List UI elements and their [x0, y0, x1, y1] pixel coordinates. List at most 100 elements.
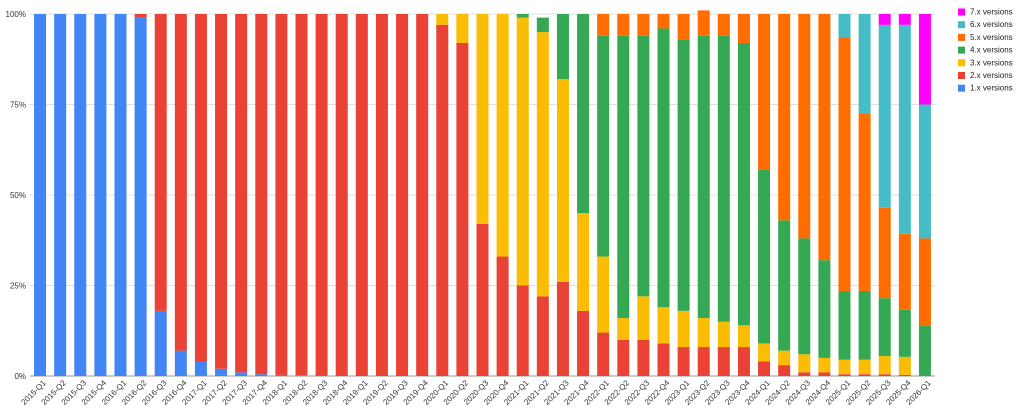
legend-item[interactable]: 6.x versions: [958, 20, 1013, 29]
bar-segment: [898, 14, 911, 25]
bar-segment: [194, 361, 207, 376]
bar-segment: [597, 256, 610, 333]
bar-segment: [898, 24, 911, 234]
bar-segment: [758, 361, 771, 376]
bar-segment: [838, 14, 851, 38]
bar-segment: [657, 307, 670, 344]
bar-segment: [355, 14, 368, 376]
bar-segment: [677, 39, 690, 311]
bar-segment: [114, 14, 127, 376]
bar-segment: [134, 14, 147, 18]
bar-segment: [778, 220, 791, 351]
bar-segment: [436, 14, 449, 25]
bar-segment: [597, 332, 610, 376]
legend-item[interactable]: 3.x versions: [958, 58, 1013, 67]
bar-segment: [737, 325, 750, 348]
bar-segment: [697, 318, 710, 348]
legend-item[interactable]: 4.x versions: [958, 46, 1013, 55]
legend-item[interactable]: 7.x versions: [958, 8, 1013, 17]
bar-segment: [154, 310, 167, 376]
bar-segment: [617, 14, 630, 36]
bar-segment: [496, 14, 509, 257]
bar-segment: [818, 260, 831, 358]
bar-segment: [858, 359, 871, 375]
bar-segment: [878, 207, 891, 299]
bar-segment: [174, 14, 187, 351]
bar-segment: [34, 14, 47, 376]
bar-segment: [496, 256, 509, 376]
bar-segment: [456, 14, 469, 43]
bar-segment: [194, 14, 207, 362]
bar-segment: [637, 296, 650, 340]
legend-item[interactable]: 1.x versions: [958, 84, 1013, 93]
bar-segment: [798, 354, 811, 373]
bar-segment: [295, 375, 308, 376]
bar-segment: [556, 281, 569, 376]
bar-segment: [516, 17, 529, 286]
bar-segment: [677, 14, 690, 40]
legend-swatch: [958, 21, 965, 29]
bar-segment: [556, 14, 569, 80]
bar-segment: [637, 35, 650, 297]
bar-segment: [918, 14, 931, 105]
bar-segment: [858, 14, 871, 114]
bar-segment: [536, 17, 549, 33]
bar-segment: [898, 233, 911, 310]
bar-segment: [758, 169, 771, 344]
bar-segment: [215, 368, 228, 376]
bar-segment: [758, 343, 771, 362]
bar-segment: [717, 347, 730, 376]
bar-segment: [798, 238, 811, 355]
bar-segment: [536, 32, 549, 297]
legend-item[interactable]: 2.x versions: [958, 71, 1013, 80]
bar-segment: [918, 238, 931, 326]
bar-segment: [315, 14, 328, 376]
bar-segment: [818, 14, 831, 261]
bar-segment: [295, 14, 308, 376]
bar-segment: [94, 14, 107, 376]
bar-segment: [838, 359, 851, 375]
bar-segment: [737, 42, 750, 326]
y-tick-label: 0%: [14, 372, 26, 381]
bar-segment: [918, 104, 931, 239]
bar-segment: [134, 17, 147, 377]
bar-segment: [858, 290, 871, 360]
bar-segment: [174, 350, 187, 376]
bar-segment: [858, 374, 871, 376]
bar-segment: [597, 35, 610, 257]
bar-segment: [617, 35, 630, 319]
bar-segment: [898, 309, 911, 357]
bar-segment: [778, 350, 791, 366]
legend[interactable]: 7.x versions 6.x versions 5.x versions 4.x …: [958, 8, 1013, 93]
bar-segment: [235, 372, 248, 376]
bar-segment: [758, 14, 771, 170]
bar-segment: [396, 14, 409, 376]
bar-segment: [717, 321, 730, 348]
y-tick-label: 25%: [10, 282, 26, 291]
legend-item[interactable]: 5.x versions: [958, 33, 1013, 42]
bar-segment: [657, 14, 670, 29]
bar-segment: [235, 14, 248, 373]
legend-label: 6.x versions: [970, 20, 1013, 29]
x-axis: 2015-Q12015-Q22015-Q32015-Q42016-Q12016-…: [19, 378, 933, 407]
bar-segment: [255, 374, 268, 376]
bar-segment: [275, 14, 288, 375]
legend-swatch: [958, 33, 965, 41]
bar-segment: [898, 374, 911, 376]
legend-swatch: [958, 84, 965, 92]
bar-segment: [878, 356, 891, 375]
bar-segment: [617, 318, 630, 340]
legend-swatch: [958, 72, 965, 79]
bar-segment: [798, 14, 811, 239]
bar-segment: [617, 339, 630, 376]
bar-segment: [335, 14, 348, 376]
legend-label: 5.x versions: [970, 33, 1013, 42]
bar-segment: [677, 347, 690, 376]
bar-segment: [737, 347, 750, 376]
bar-segment: [556, 79, 569, 282]
y-tick-label: 75%: [10, 101, 26, 110]
bar-segment: [778, 14, 791, 221]
bar-segment: [275, 374, 288, 376]
bar-segment: [476, 223, 489, 376]
